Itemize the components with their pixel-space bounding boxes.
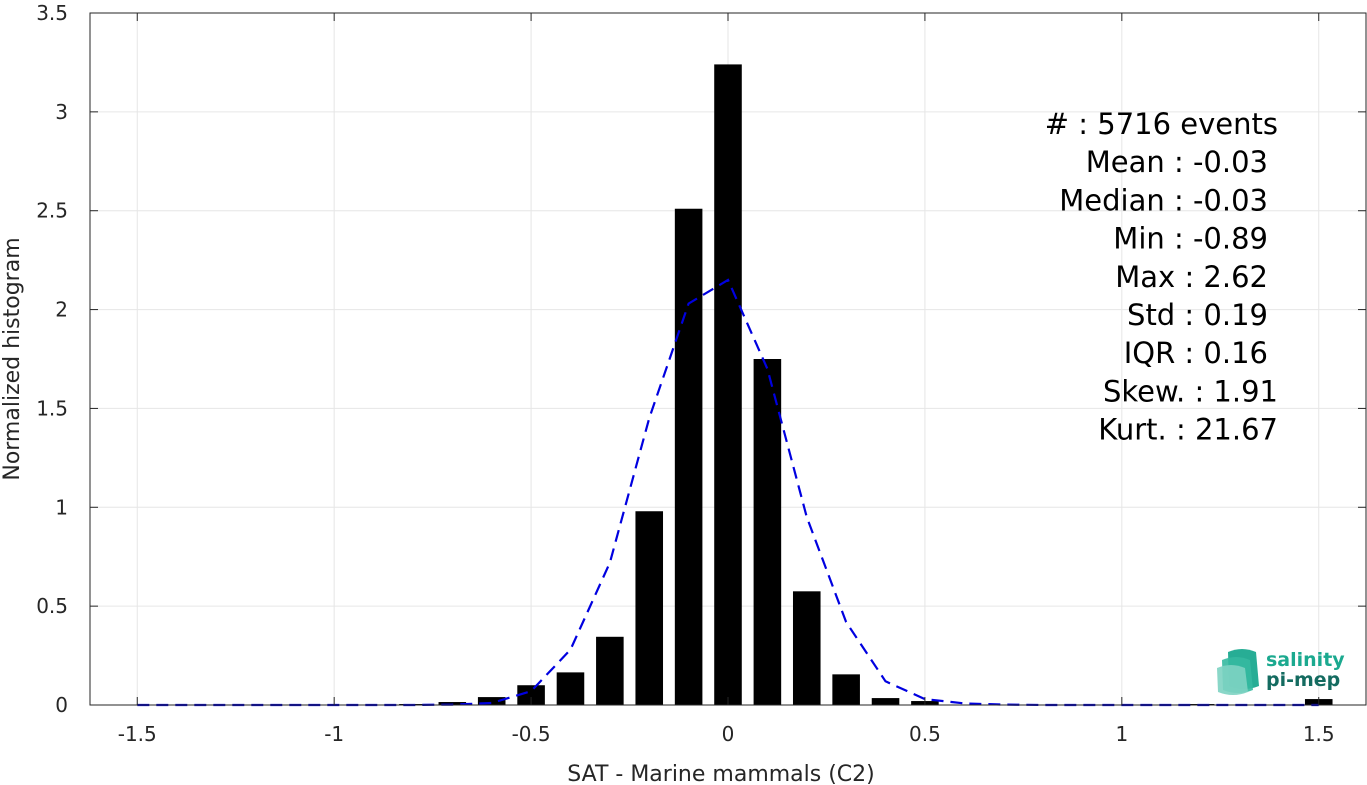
waves-icon	[1217, 649, 1259, 695]
stat-annotation: # : 5716 events	[1045, 107, 1278, 141]
stat-annotation: Skew. : 1.91	[1103, 374, 1278, 408]
x-tick-label: -0.5	[512, 722, 551, 746]
x-axis-label: SAT - Marine mammals (C2)	[567, 762, 875, 785]
y-tick-label: 1.5	[36, 396, 68, 420]
histogram-bar	[635, 511, 664, 705]
y-tick-label: 1	[55, 495, 68, 519]
x-tick-label: -1	[324, 722, 344, 746]
histogram-bar	[753, 359, 782, 705]
stat-annotation: IQR : 0.16	[1124, 336, 1268, 370]
histogram-bar	[871, 698, 900, 705]
y-tick-label: 0	[55, 693, 68, 717]
histogram-bar	[714, 64, 742, 706]
y-axis-label: Normalized histogram	[0, 237, 25, 480]
y-tick-label: 3.5	[36, 1, 68, 25]
x-tick-label: -1.5	[118, 722, 157, 746]
stat-annotation: Kurt. : 21.67	[1098, 413, 1278, 447]
stat-annotation: Median : -0.03	[1059, 183, 1268, 217]
stat-annotation: Mean : -0.03	[1086, 145, 1268, 179]
histogram-bar	[556, 672, 585, 705]
x-tick-label: 0	[722, 722, 735, 746]
y-tick-label: 2	[55, 298, 68, 322]
salinity-pimep-logo: salinity pi-mep	[1217, 649, 1345, 695]
axis-ticks: -1.5 -1 -0.5 0 0.5 1 1.5 0 0.5 1 1.5 2 2.5 3 3.5	[36, 1, 1366, 746]
histogram-bar	[792, 591, 821, 705]
y-tick-label: 2.5	[36, 199, 68, 223]
stat-annotation: Max : 2.62	[1115, 260, 1268, 294]
y-tick-label: 0.5	[36, 594, 68, 618]
histogram-bar	[832, 674, 860, 705]
stat-annotation: Std : 0.19	[1127, 298, 1268, 332]
bar-series	[399, 64, 1333, 706]
logo-text-pimep: pi-mep	[1266, 669, 1340, 691]
y-tick-label: 3	[55, 100, 68, 124]
stats-annotations: # : 5716 events Mean : -0.03 Median : -0.0…	[1045, 107, 1278, 447]
logo-text-salinity: salinity	[1266, 649, 1345, 671]
stat-annotation: Min : -0.89	[1113, 222, 1268, 256]
x-tick-label: 1.5	[1303, 722, 1335, 746]
x-tick-label: 1	[1115, 722, 1128, 746]
x-tick-label: 0.5	[909, 722, 941, 746]
histogram-bar	[596, 636, 624, 705]
histogram-bar	[517, 685, 545, 705]
histogram-bar	[477, 697, 506, 705]
histogram-bar	[674, 208, 703, 706]
